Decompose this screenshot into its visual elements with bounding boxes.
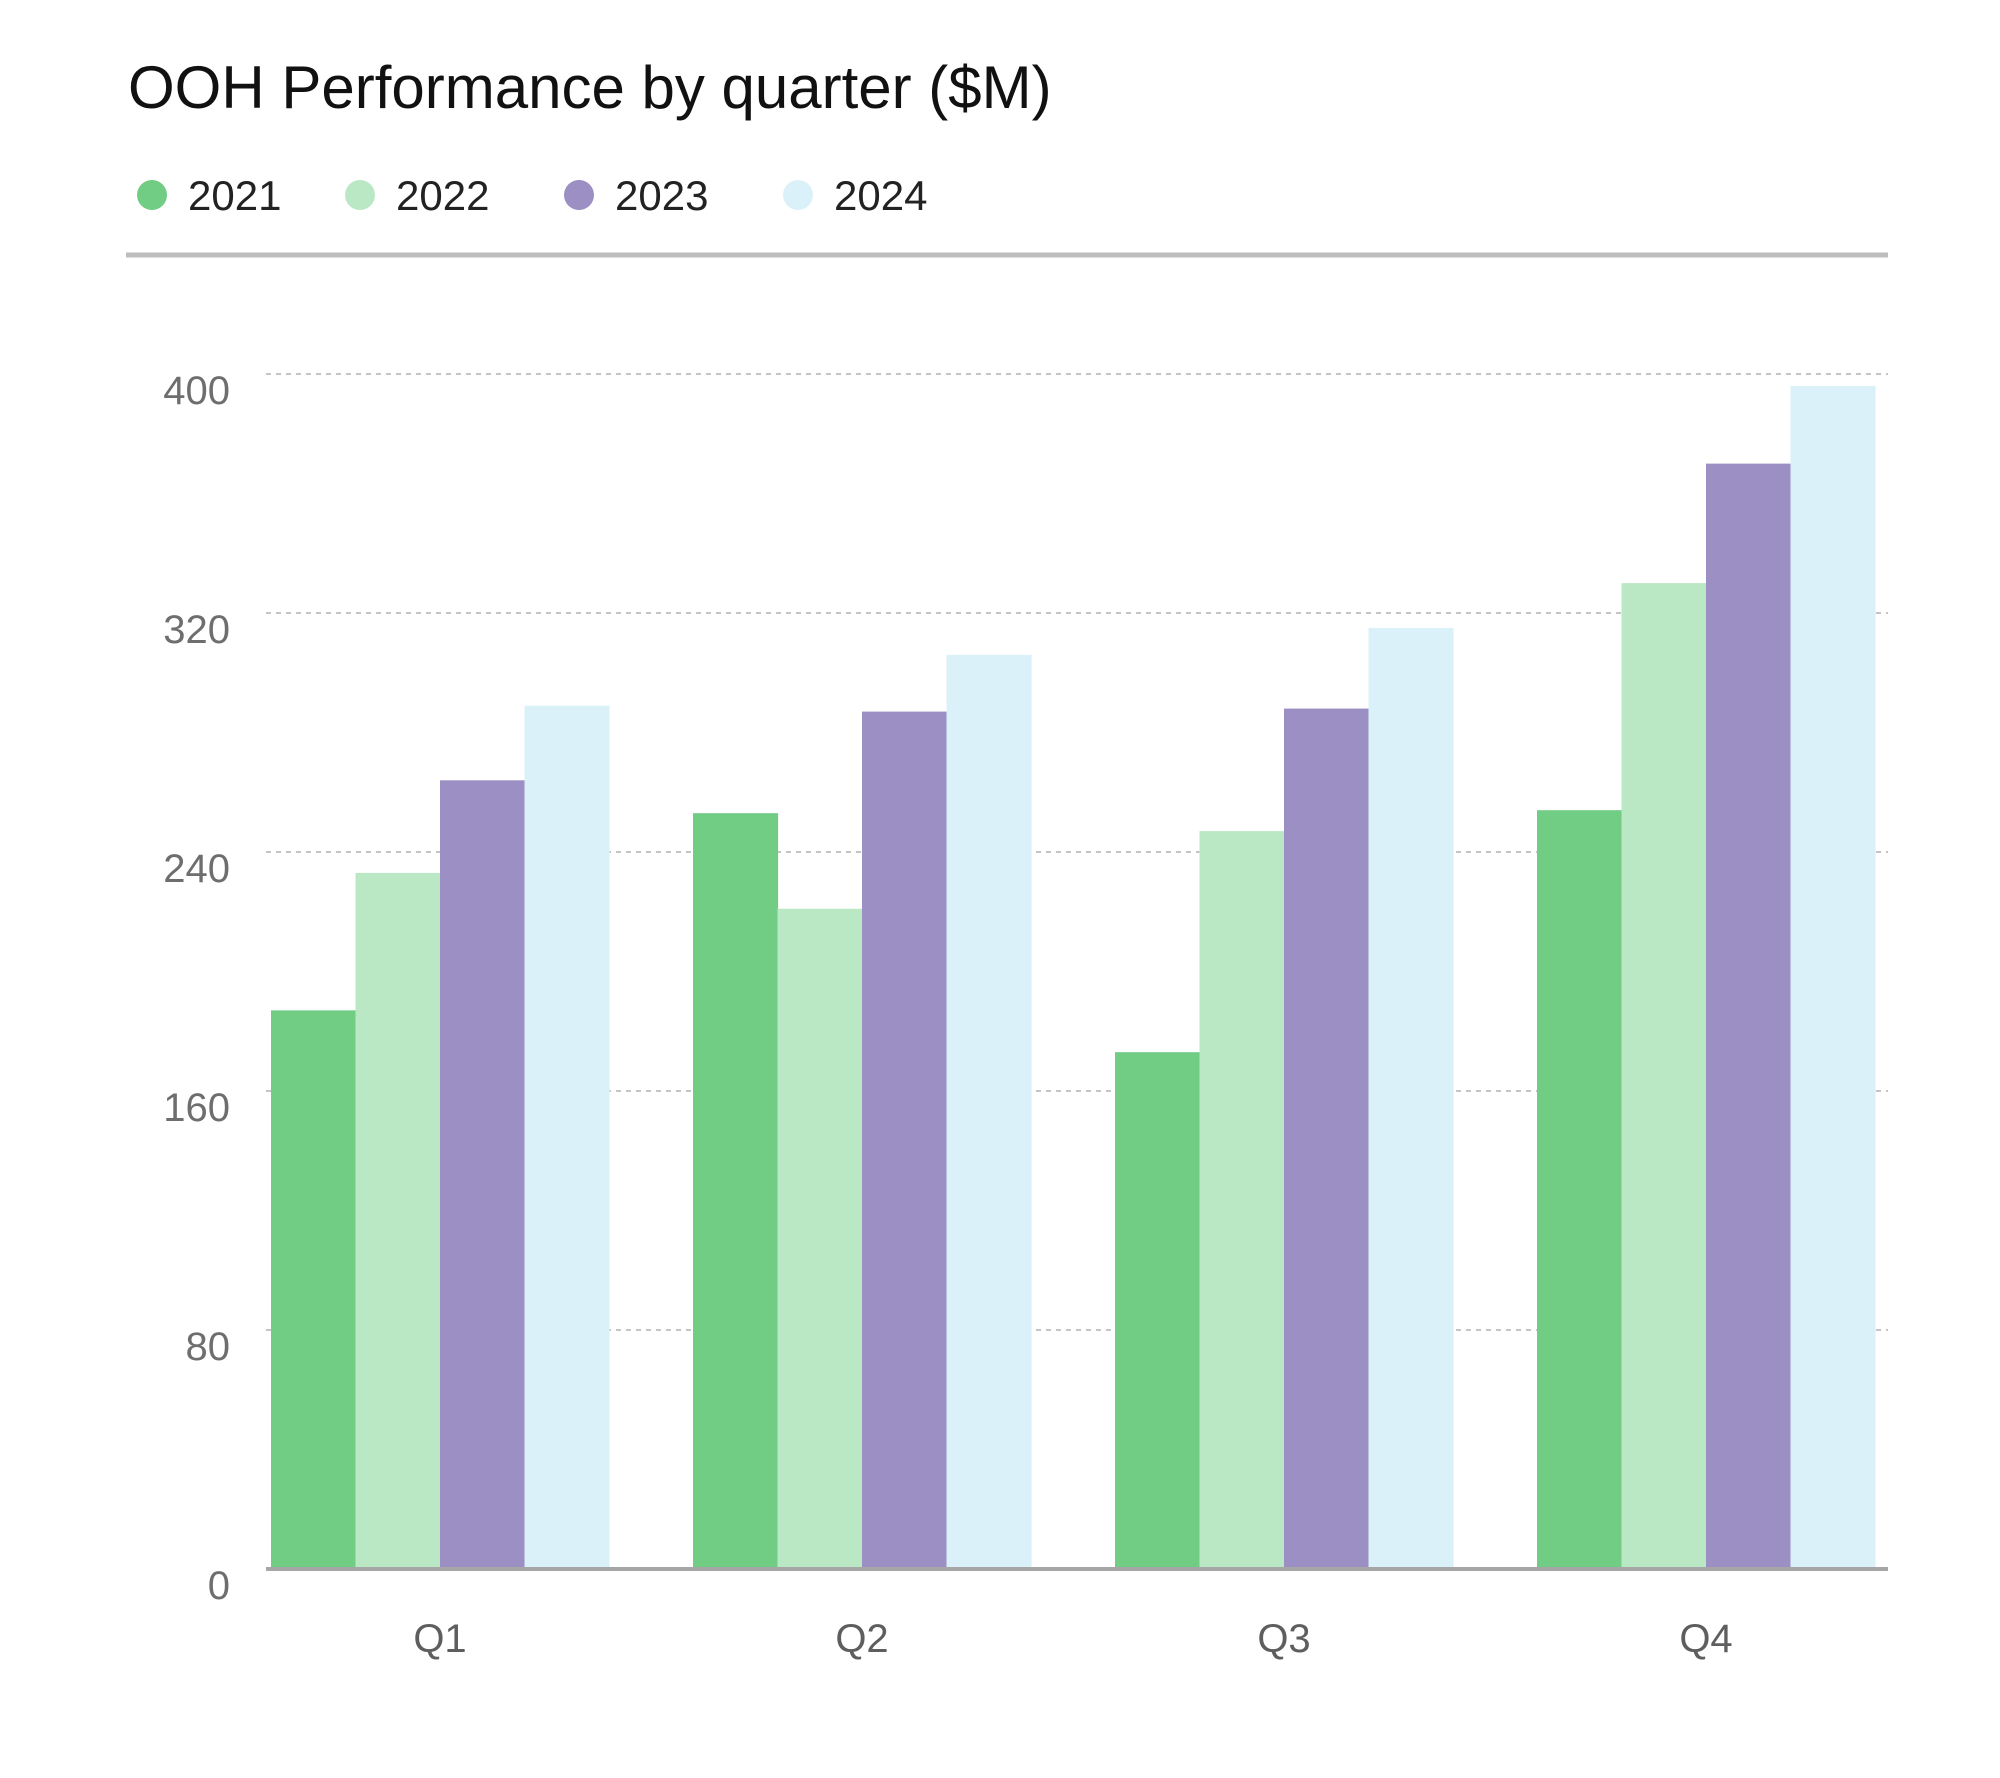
legend: 2021 2022 2023 2024 [137,172,927,219]
legend-item-2022: 2022 [345,172,489,219]
x-tick-label: Q1 [413,1617,466,1661]
legend-item-2023: 2023 [564,172,708,219]
legend-label: 2023 [615,172,708,219]
bar-q2-2021 [693,813,779,1569]
bar-q2-2024 [946,654,1032,1569]
y-tick-label: 400 [163,369,230,413]
legend-swatch [137,180,167,210]
y-tick-label: 320 [163,608,230,652]
bar-q1-2022 [355,872,441,1569]
legend-label: 2022 [396,172,489,219]
bar-q4-2021 [1537,810,1623,1569]
bar-q3-2021 [1115,1052,1201,1569]
bar-q1-2021 [271,1010,357,1569]
legend-item-2021: 2021 [137,172,281,219]
y-axis-ticks: 0 80 160 240 320 400 [163,369,230,1608]
bar-q1-2023 [440,780,526,1569]
x-tick-label: Q4 [1679,1617,1732,1661]
x-tick-label: Q3 [1257,1617,1310,1661]
legend-label: 2024 [834,172,927,219]
bar-q4-2023 [1706,463,1792,1569]
bar-q2-2023 [862,711,948,1569]
x-tick-label: Q2 [835,1617,888,1661]
legend-swatch [783,180,813,210]
bar-q3-2024 [1368,627,1454,1569]
x-axis-ticks: Q1 Q2 Q3 Q4 [413,1617,1732,1661]
bar-q1-2024 [524,705,610,1569]
bar-q4-2022 [1621,583,1707,1569]
y-tick-label: 0 [208,1564,230,1608]
y-tick-label: 160 [163,1086,230,1130]
bar-q2-2022 [777,908,863,1569]
bars [271,385,1876,1570]
y-tick-label: 80 [186,1325,231,1369]
bar-q4-2024 [1790,385,1876,1570]
bar-q3-2022 [1199,831,1285,1569]
legend-label: 2021 [188,172,281,219]
legend-swatch [564,180,594,210]
legend-swatch [345,180,375,210]
chart-title: OOH Performance by quarter ($M) [128,54,1052,121]
y-tick-label: 240 [163,847,230,891]
legend-item-2024: 2024 [783,172,927,219]
bar-q3-2023 [1284,708,1370,1569]
